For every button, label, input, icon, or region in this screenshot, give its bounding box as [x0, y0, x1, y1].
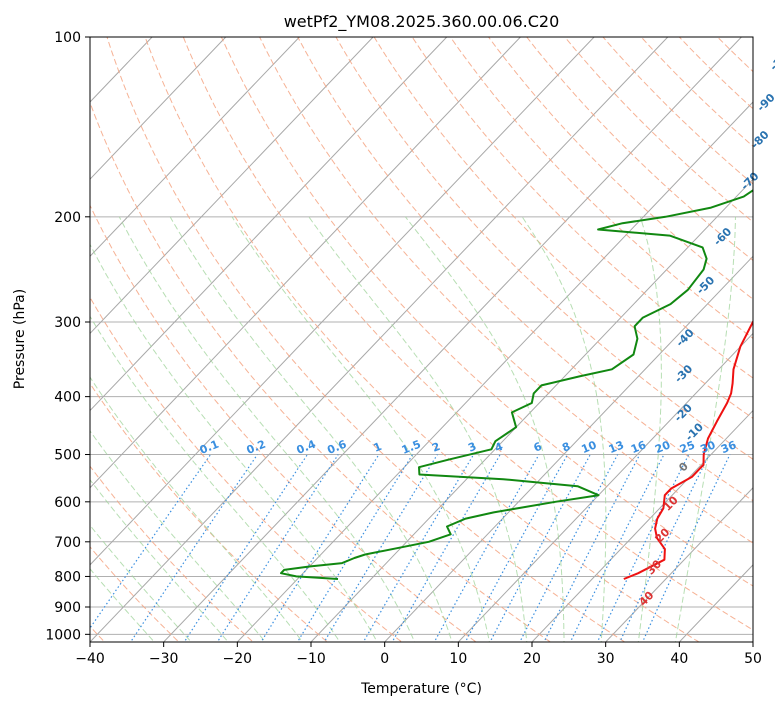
dry-adiabat-line: [90, 296, 403, 642]
x-tick-label: −10: [296, 651, 326, 667]
mixing-ratio-label: 16: [629, 438, 648, 456]
y-tick-label: 300: [54, 315, 81, 331]
dry-adiabat-line: [182, 37, 753, 631]
dry-adiabat-line: [487, 37, 753, 300]
moist-adiabat-line: [308, 216, 528, 642]
plot-frame: [89, 36, 754, 643]
mixing-ratio-line: [543, 454, 641, 642]
dewpoint-profile: [280, 189, 753, 580]
mixing-ratio-label: 10: [579, 438, 598, 456]
y-tick-label: 800: [54, 569, 81, 585]
x-axis-title: Temperature (°C): [360, 681, 482, 697]
y-tick-label: 700: [54, 535, 81, 551]
x-tick-label: 0: [380, 651, 389, 667]
isotherm-line: [90, 37, 448, 412]
y-axis-title: Pressure (hPa): [12, 289, 28, 389]
dry-adiabat-line: [90, 382, 329, 642]
temperature-profile: [623, 319, 753, 580]
isotherm-line: [90, 37, 227, 180]
mixing-ratio-line: [464, 454, 569, 642]
y-tick-label: 600: [54, 495, 81, 511]
adiabat-label: -100: [767, 45, 775, 74]
isotherm-line: [90, 37, 595, 566]
moist-adiabat-line: [90, 567, 156, 642]
y-tick-label: 400: [54, 390, 81, 406]
mixing-ratio-label: 36: [719, 438, 738, 456]
moist-adiabat-line: [231, 216, 490, 642]
dry-adiabat-line: [90, 465, 254, 642]
dry-adiabat-line: [144, 37, 700, 642]
mixing-ratio-line: [260, 454, 380, 642]
axes: −40 −30 −20 −10 0 10 20 30 40 50 100 200 300 400 500 60…: [45, 30, 762, 667]
isotherm-line: [90, 37, 669, 642]
x-tick-label: −30: [149, 651, 179, 667]
x-tick-label: 10: [449, 651, 467, 667]
mixing-ratio-line: [619, 454, 710, 642]
x-tick-label: 30: [597, 651, 615, 667]
moist-adiabat-line: [90, 243, 378, 642]
mixing-ratio-line: [519, 454, 619, 642]
moist-adiabat-line: [90, 376, 304, 642]
dry-adiabat-line: [259, 37, 753, 544]
mixing-ratio-line: [596, 454, 690, 642]
dry-adiabat-line: [220, 37, 753, 587]
isotherm-line: [457, 332, 753, 642]
isotherm-line: [90, 37, 374, 335]
mixing-ratio-label: 2: [430, 440, 442, 455]
mixing-ratio-line: [362, 454, 475, 642]
isotherm-line: [90, 37, 300, 258]
mixing-ratio-label: 1: [372, 440, 384, 455]
moist-adiabat-line: [90, 524, 192, 642]
mixing-ratio-line: [296, 454, 414, 642]
mixing-ratio-line: [90, 454, 212, 630]
moist-adiabat-line: [521, 216, 607, 642]
x-tick-label: 40: [670, 651, 688, 667]
isotherm-line: [310, 178, 753, 642]
moist-adiabat-line: [90, 315, 341, 642]
moist-adiabat-line: [674, 216, 736, 642]
isotherm-line: [605, 487, 753, 642]
y-tick-label: 100: [54, 30, 81, 46]
isotherm-line: [384, 255, 753, 642]
moist-adiabat-line: [169, 216, 453, 642]
moist-adiabat-line: [118, 216, 416, 642]
mixing-ratio-label: 30: [698, 438, 717, 456]
isotherm-line: [531, 409, 753, 642]
x-tick-label: −20: [223, 651, 253, 667]
dry-adiabat-line: [90, 204, 477, 642]
y-tick-label: 200: [54, 210, 81, 226]
plot-grid: [90, 37, 753, 642]
dry-adiabat-line: [106, 37, 626, 642]
chart-title: wetPf2_YM08.2025.360.00.06.C20: [284, 12, 560, 32]
moist-adiabat-line: [637, 216, 662, 642]
dry-adiabat-line: [335, 37, 753, 460]
mixing-ratio-line: [183, 454, 308, 642]
dry-adiabat-line: [449, 37, 753, 339]
mixing-ratio-line: [489, 454, 591, 642]
x-tick-label: 50: [744, 651, 762, 667]
mixing-ratio-label: 25: [678, 438, 697, 456]
sounding-profiles: [280, 189, 753, 580]
mixing-ratio-line: [129, 454, 258, 642]
isotherm-line: [236, 101, 753, 642]
mixing-ratio-label: 8: [560, 440, 572, 455]
mixing-ratio-label: 20: [653, 438, 672, 456]
mixing-ratio-label: 13: [607, 438, 626, 456]
moist-adiabat-line: [405, 216, 565, 642]
x-tick-label: 20: [523, 651, 541, 667]
y-tick-label: 1000: [45, 627, 81, 643]
moist-adiabat-line: [90, 478, 229, 642]
dry-adiabat-line: [373, 37, 753, 419]
dry-adiabat-line: [90, 101, 552, 642]
mixing-ratio-line: [216, 454, 339, 642]
x-tick-label: −40: [75, 651, 105, 667]
isotherm-line: [90, 37, 521, 489]
mixing-ratio-label: 3: [466, 440, 478, 455]
isotherm-line: [163, 37, 742, 642]
y-tick-label: 500: [54, 448, 81, 464]
y-tick-label: 900: [54, 600, 81, 616]
